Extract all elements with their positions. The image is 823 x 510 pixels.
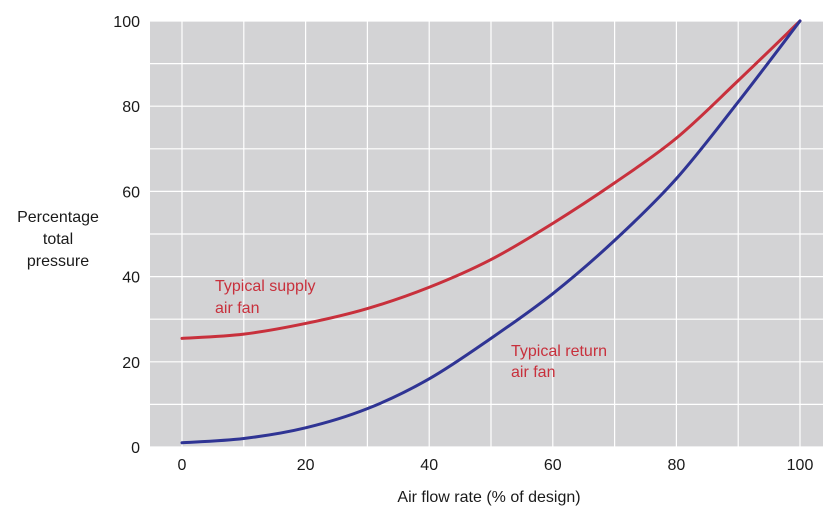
y-tick-label: 20 (122, 355, 140, 372)
y-axis-title-line-2: total (43, 231, 73, 248)
supply-fan-label-line-1: Typical supply (215, 278, 316, 295)
y-tick-label: 40 (122, 270, 140, 287)
supply-fan-curve (180, 19, 802, 340)
y-tick-labels: 0 20 40 60 80 100 (113, 14, 140, 457)
x-tick-label: 40 (420, 457, 438, 474)
return-fan-label: Typical return air fan (511, 343, 607, 381)
series-group (180, 19, 802, 445)
y-tick-label: 80 (122, 99, 140, 116)
y-tick-label: 100 (113, 14, 140, 31)
x-tick-label: 80 (668, 457, 686, 474)
x-tick-label: 100 (787, 457, 814, 474)
return-fan-curve (180, 19, 802, 445)
x-tick-label: 60 (544, 457, 562, 474)
y-axis-title-line-3: pressure (27, 253, 89, 270)
y-axis-title-line-1: Percentage (17, 209, 99, 226)
supply-fan-label-line-2: air fan (215, 300, 259, 317)
return-fan-label-line-2: air fan (511, 364, 555, 381)
y-axis-title: Percentage total pressure (17, 209, 99, 270)
y-tick-label: 0 (131, 440, 140, 457)
x-tick-label: 0 (178, 457, 187, 474)
x-tick-label: 20 (297, 457, 315, 474)
return-fan-label-line-1: Typical return (511, 343, 607, 360)
x-axis-title: Air flow rate (% of design) (397, 489, 580, 506)
x-tick-labels: 0 20 40 60 80 100 (178, 457, 814, 474)
y-tick-label: 60 (122, 184, 140, 201)
supply-fan-label: Typical supply air fan (215, 278, 316, 317)
